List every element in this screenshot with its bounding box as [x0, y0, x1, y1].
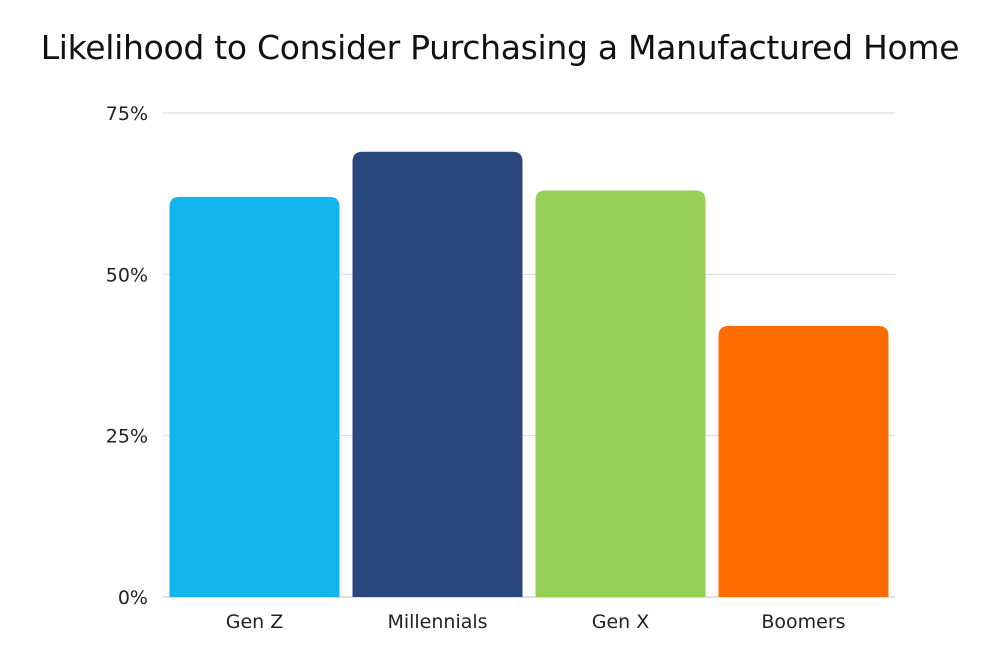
x-category-label: Gen Z — [226, 611, 284, 633]
y-tick-label: 50% — [106, 264, 148, 286]
y-tick-label: 75% — [106, 103, 148, 125]
y-tick-label: 0% — [118, 587, 148, 609]
x-category-label: Boomers — [761, 611, 845, 633]
x-axis-categories: Gen Z Millennials Gen X Boomers — [226, 611, 846, 633]
y-tick-label: 25% — [106, 426, 148, 448]
bar-gen-x — [535, 190, 706, 597]
bar-millennials — [352, 151, 523, 597]
x-category-label: Millennials — [387, 611, 487, 633]
x-category-label: Gen X — [592, 611, 650, 633]
y-axis-ticks: 0% 25% 50% 75% — [106, 103, 148, 609]
bar-boomers — [718, 325, 889, 597]
bars — [169, 151, 889, 598]
bar-gen-z — [169, 196, 340, 598]
chart-title: Likelihood to Consider Purchasing a Manu… — [40, 28, 960, 67]
